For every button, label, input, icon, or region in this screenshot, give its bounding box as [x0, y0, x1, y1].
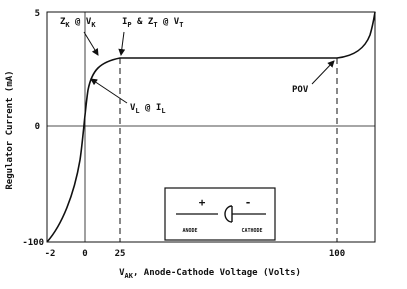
x-tick-label: 100	[329, 249, 345, 259]
label-part: I	[122, 17, 127, 27]
x-tick-label: 0	[82, 249, 87, 259]
label-subscript: L	[135, 107, 139, 115]
label-subscript: T	[153, 21, 157, 29]
y-tick-label: 0	[35, 122, 40, 132]
y-tick-label: -100	[22, 238, 44, 248]
annotation: ZK @ VK	[60, 17, 96, 29]
annotation-arrow	[83, 31, 99, 56]
annotation: IP & ZT @ VT	[122, 17, 183, 29]
characteristic-curve	[46, 11, 376, 243]
label-part: V	[130, 103, 136, 113]
inset-plus: +	[199, 196, 206, 209]
label-part: @ V	[70, 17, 92, 27]
label-part: & Z	[132, 17, 154, 27]
diode-symbol	[224, 205, 233, 223]
label-subscript: L	[161, 107, 165, 115]
label-part: @ I	[140, 103, 162, 113]
inset-minus: -	[245, 196, 252, 209]
label-subscript: AK	[125, 272, 134, 280]
x-tick-label: -2	[45, 249, 56, 259]
annotation: VL @ IL	[130, 103, 166, 115]
plot-frame	[46, 11, 376, 243]
annotation: POV	[292, 85, 309, 95]
annotation-arrow	[90, 78, 128, 104]
label-subscript: K	[91, 21, 96, 29]
label-part: Z	[60, 17, 66, 27]
label-subscript: K	[65, 21, 70, 29]
label-part: , Anode-Cathode Voltage (Volts)	[133, 268, 301, 278]
label-part: @ V	[158, 17, 180, 27]
x-tick-label: 25	[115, 249, 126, 259]
annotation-arrow	[311, 60, 335, 85]
y-axis-label: Regulator Current (mA)	[5, 70, 15, 189]
y-tick-label: 5	[35, 9, 40, 19]
inset-cathode: CATHODE	[241, 228, 262, 234]
annotation-arrow	[118, 31, 126, 56]
label-subscript: P	[127, 21, 131, 29]
label-part: V	[119, 268, 125, 278]
x-axis-label: VAK, Anode-Cathode Voltage (Volts)	[119, 268, 301, 280]
inset-anode: ANODE	[182, 228, 197, 234]
label-subscript: T	[179, 21, 183, 29]
